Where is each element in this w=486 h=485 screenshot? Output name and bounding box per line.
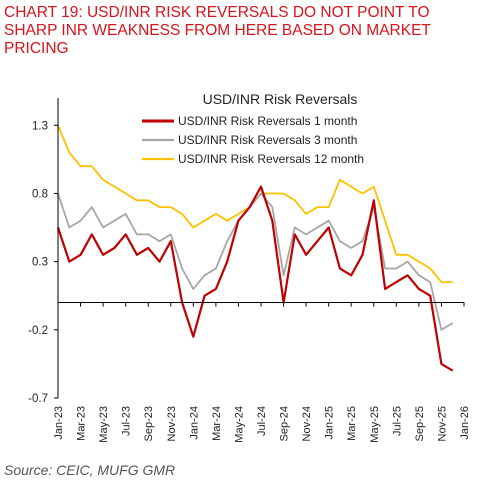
y-tick-label: -0.2 <box>28 325 48 337</box>
x-tick-label: Jan-23 <box>53 406 65 440</box>
chart-title: USD/INR Risk Reversals <box>203 91 358 107</box>
x-tick-label: Nov-24 <box>301 406 313 441</box>
series-line-2 <box>57 192 454 331</box>
legend-label-1: USD/INR Risk Reversals 1 month <box>178 114 357 128</box>
axes-layer: -0.7 -0.2 0.3 0.8 1.3 Jan-23 Mar-23 May-23 Jul-2… <box>28 98 471 443</box>
x-tick-label: Sep-25 <box>414 406 426 441</box>
risk-reversals-chart: USD/INR Risk Reversals USD/INR Risk Reve… <box>28 91 471 443</box>
x-tick-label: Jul-25 <box>391 406 403 436</box>
x-tick-label: Jul-24 <box>256 406 268 436</box>
x-tick-label: May-23 <box>98 406 110 443</box>
x-tick-label: Nov-23 <box>166 406 178 441</box>
x-tick-label: May-24 <box>233 406 245 443</box>
x-tick-label: Jan-25 <box>324 406 336 440</box>
legend: USD/INR Risk Reversals 1 month USD/INR Ri… <box>142 114 364 166</box>
series-line-1 <box>56 185 454 372</box>
x-tick-label: Jan-26 <box>459 406 471 440</box>
x-tick-label: May-25 <box>369 406 381 443</box>
series-line-3 <box>57 124 453 284</box>
legend-label-3: USD/INR Risk Reversals 12 month <box>178 152 364 166</box>
y-tick-label: -0.7 <box>28 393 48 405</box>
y-tick-label: 1.3 <box>32 120 48 132</box>
x-tick-label: Mar-24 <box>211 406 223 441</box>
y-tick-label: 0.8 <box>32 188 48 200</box>
x-tick-label: Mar-23 <box>76 406 88 441</box>
source-note: Source: CEIC, MUFG GMR <box>4 462 176 478</box>
y-tick-label: 0.3 <box>32 257 48 269</box>
chart-headline: CHART 19: USD/INR RISK REVERSALS DO NOT … <box>4 4 431 57</box>
x-tick-label: Mar-25 <box>346 406 358 441</box>
series-layer <box>56 124 454 372</box>
legend-label-2: USD/INR Risk Reversals 3 month <box>178 133 357 147</box>
x-tick-label: Sep-24 <box>279 406 291 441</box>
x-tick-label: Jul-23 <box>121 406 133 436</box>
x-tick-label: Jan-24 <box>188 406 200 440</box>
x-tick-label: Nov-25 <box>436 406 448 441</box>
x-tick-label: Sep-23 <box>143 406 155 441</box>
